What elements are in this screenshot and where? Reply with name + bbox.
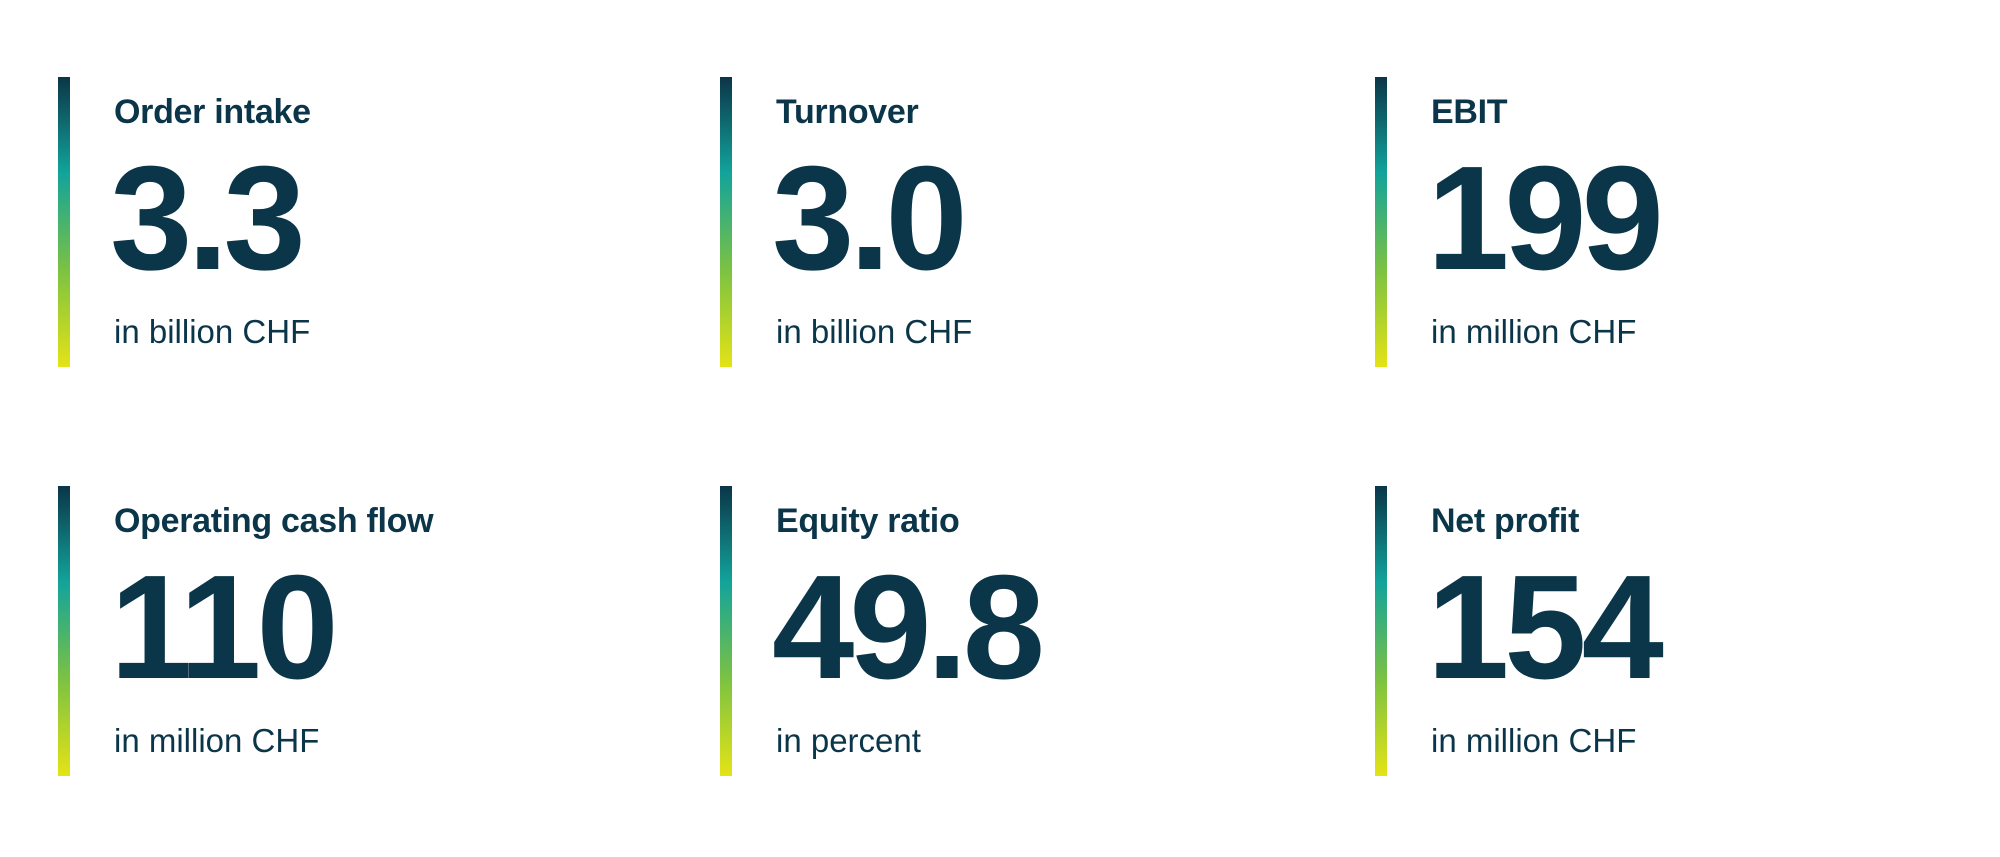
kpi-unit: in billion CHF [114, 313, 311, 350]
accent-bar [58, 77, 70, 367]
kpi-card-net-profit: Net profit 154 in million CHF [1375, 486, 1975, 776]
accent-bar [58, 486, 70, 776]
kpi-label: Equity ratio [776, 502, 960, 540]
kpi-unit: in million CHF [1431, 313, 1637, 350]
kpi-unit: in billion CHF [776, 313, 973, 350]
kpi-card-ebit: EBIT 199 in million CHF [1375, 77, 1975, 367]
kpi-value: 3.3 [110, 136, 306, 301]
accent-bar [720, 77, 732, 367]
kpi-unit: in million CHF [114, 722, 320, 759]
kpi-label: Net profit [1431, 502, 1580, 540]
kpi-value: 199 [1427, 136, 1664, 301]
kpi-unit: in million CHF [1431, 722, 1637, 759]
kpi-value: 3.0 [772, 136, 968, 301]
kpi-value: 110 [110, 545, 339, 710]
kpi-value: 49.8 [772, 545, 1045, 710]
kpi-unit: in percent [776, 722, 921, 759]
accent-bar [720, 486, 732, 776]
accent-bar [1375, 486, 1387, 776]
kpi-value: 154 [1427, 545, 1664, 710]
kpi-card-order-intake: Order intake 3.3 in billion CHF [58, 77, 658, 367]
kpi-card-equity-ratio: Equity ratio 49.8 in percent [720, 486, 1320, 776]
kpi-label: EBIT [1431, 93, 1508, 131]
kpi-card-turnover: Turnover 3.0 in billion CHF [720, 77, 1320, 367]
kpi-label: Operating cash flow [114, 502, 434, 540]
kpi-label: Order intake [114, 93, 311, 131]
kpi-label: Turnover [776, 93, 919, 131]
accent-bar [1375, 77, 1387, 367]
kpi-card-operating-cash-flow: Operating cash flow 110 in million CHF [58, 486, 658, 776]
